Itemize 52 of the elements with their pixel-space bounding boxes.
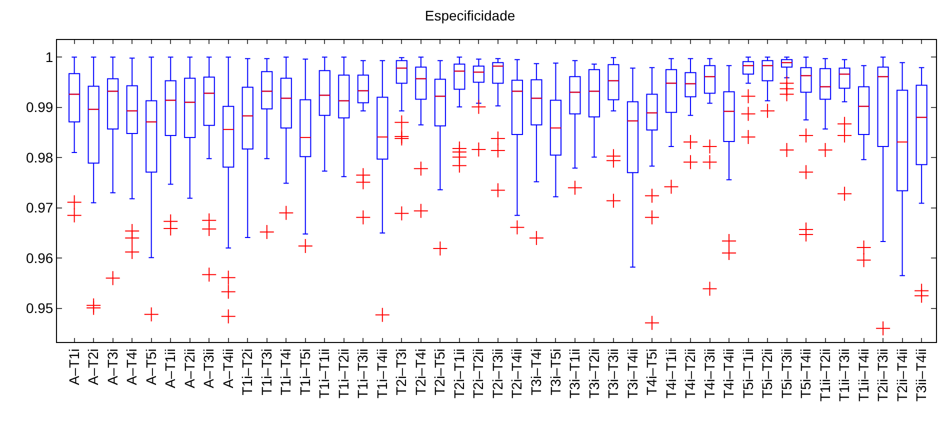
x-tick-label: T1i–T2ii — [335, 348, 352, 398]
x-tick-label: T1i–T2i — [239, 348, 256, 396]
x-tick-label: T2i–T2ii — [470, 348, 486, 398]
x-tick-label: T1i–T1ii — [316, 348, 332, 398]
y-tick-label: 0.96 — [26, 250, 54, 266]
x-tick-label: A–T4i — [124, 348, 140, 386]
x-tick-label: A–T4ii — [220, 348, 236, 388]
x-tick-label: T4i–T3ii — [701, 348, 718, 398]
x-tick-label: T4i–T4ii — [720, 348, 737, 398]
x-tick-label: T2ii–T4ii — [894, 348, 910, 402]
x-tick-label: T1ii–T2ii — [816, 348, 833, 402]
x-tick-label: T2i–T4ii — [508, 348, 525, 398]
x-tick-label: T1i–T4i — [278, 348, 294, 396]
x-tick-label: A–T3i — [104, 348, 120, 386]
x-tick-label: T4i–T1ii — [662, 348, 679, 398]
x-tick-label: A–T2ii — [181, 348, 198, 388]
x-tick-label: T1ii–T3ii — [836, 348, 852, 402]
x-tick-label: T1ii–T4ii — [855, 348, 872, 402]
x-tick-label: T2i–T3i — [393, 348, 410, 396]
y-tick-label: 0.99 — [26, 99, 54, 116]
x-tick-label: T3i–T4ii — [624, 348, 640, 398]
x-tick-label: T5i–T1ii — [740, 348, 756, 398]
x-tick-label: T2i–T1ii — [450, 348, 467, 398]
y-tick-label: 1 — [45, 48, 54, 65]
x-tick-label: T3i–T3ii — [605, 348, 622, 398]
x-tick-label: T3i–T5i — [547, 348, 564, 396]
x-tick-label: A–T5i — [142, 348, 159, 386]
x-tick-label: T4i–T2ii — [682, 348, 698, 398]
y-tick-label: 0.98 — [26, 149, 54, 166]
x-tick-label: A–T2i — [85, 348, 102, 386]
x-tick-label: T5i–T4ii — [798, 348, 814, 398]
x-tick-label: A–T1i — [66, 348, 82, 386]
x-tick-label: T1i–T3i — [258, 348, 274, 396]
x-tick-label: T2ii–T3ii — [874, 348, 891, 402]
x-tick-label: A–T3ii — [200, 348, 217, 388]
x-tick-label: T3i–T1ii — [566, 348, 583, 398]
x-tick-label: T3i–T2ii — [586, 348, 602, 398]
x-tick-label: T3i–T4i — [528, 348, 544, 396]
chart-title: Especificidade — [424, 8, 516, 24]
x-tick-label: T5i–T2ii — [759, 348, 776, 398]
x-tick-label: T5i–T3ii — [778, 348, 794, 398]
x-tick-label: T2i–T5i — [432, 348, 448, 396]
x-tick-label: T2i–T3ii — [489, 348, 506, 398]
x-tick-label: T3ii–T4ii — [913, 348, 930, 402]
y-tick-label: 0.95 — [26, 300, 54, 316]
x-tick-label: T1i–T4ii — [374, 348, 390, 398]
x-tick-label: T2i–T4i — [412, 348, 428, 396]
x-tick-label: T4i–T5i — [644, 348, 660, 396]
x-tick-label: A–T1ii — [162, 348, 178, 388]
x-tick-label: T1i–T3ii — [354, 348, 371, 398]
x-tick-label: T1i–T5i — [296, 348, 313, 396]
y-tick-label: 0.97 — [26, 200, 54, 216]
